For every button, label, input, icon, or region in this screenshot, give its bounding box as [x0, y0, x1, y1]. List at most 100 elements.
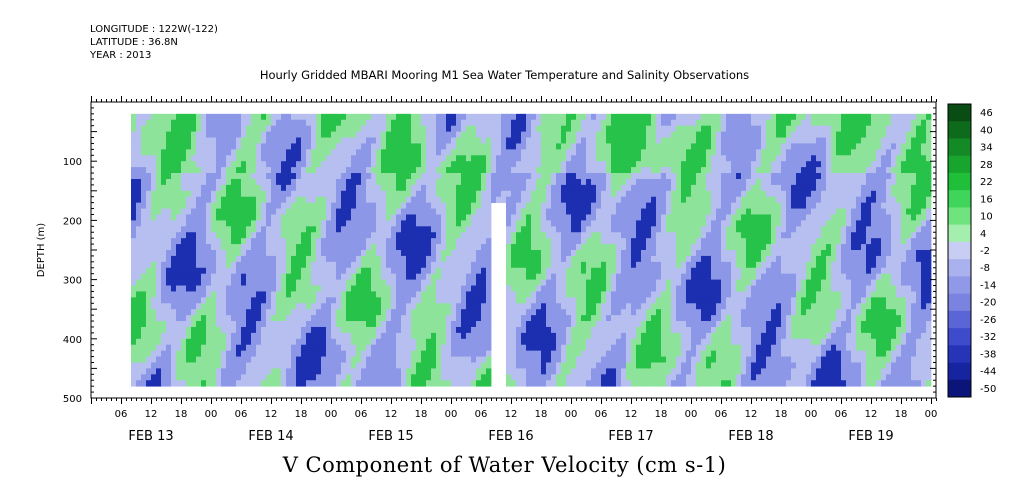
heatmap-cell: [266, 184, 272, 192]
heatmap-cell: [506, 267, 512, 275]
heatmap-cell: [466, 220, 472, 227]
heatmap-cell: [431, 173, 437, 180]
heatmap-cell: [261, 143, 267, 150]
heatmap-cell: [641, 161, 647, 168]
heatmap-cell: [401, 321, 407, 328]
heatmap-cell: [411, 326, 417, 334]
heatmap-cell: [476, 137, 482, 144]
heatmap-cell: [391, 321, 397, 328]
heatmap-cell: [651, 297, 657, 304]
heatmap-cell: [541, 149, 547, 156]
heatmap-cell: [231, 232, 237, 239]
heatmap-cell: [296, 321, 302, 328]
heatmap-cell: [506, 261, 512, 269]
heatmap-cell: [181, 273, 187, 280]
heatmap-cell: [441, 255, 447, 263]
heatmap-cell: [361, 273, 367, 280]
heatmap-cell: [326, 167, 332, 174]
heatmap-cell: [561, 137, 567, 144]
heatmap-cell: [181, 167, 187, 174]
heatmap-cell: [226, 315, 232, 322]
heatmap-cell: [276, 173, 282, 180]
heatmap-cell: [666, 261, 672, 269]
heatmap-cell: [151, 178, 157, 186]
heatmap-cell: [171, 273, 177, 280]
heatmap-cell: [181, 125, 187, 132]
heatmap-cell: [656, 321, 662, 328]
heatmap-cell: [311, 255, 317, 263]
heatmap-cell: [636, 167, 642, 174]
heatmap-cell: [471, 196, 477, 204]
heatmap-cell: [481, 362, 487, 369]
heatmap-cell: [226, 309, 232, 316]
heatmap-cell: [431, 155, 437, 162]
heatmap-cell: [316, 173, 322, 180]
heatmap-cell: [171, 125, 177, 132]
heatmap-cell: [206, 244, 212, 251]
heatmap-cell: [551, 113, 557, 121]
heatmap-cell: [581, 285, 587, 292]
heatmap-cell: [636, 143, 642, 150]
heatmap-cell: [306, 374, 312, 381]
heatmap-cell: [651, 309, 657, 316]
heatmap-cell: [246, 202, 252, 209]
heatmap-cell: [431, 238, 437, 245]
heatmap-cell: [671, 326, 677, 334]
heatmap-cell: [616, 380, 622, 387]
heatmap-cell: [681, 184, 687, 192]
heatmap-cell: [346, 303, 352, 310]
heatmap-cell: [646, 356, 652, 363]
heatmap-cell: [351, 131, 357, 138]
heatmap-cell: [341, 137, 347, 144]
heatmap-cell: [461, 125, 467, 132]
heatmap-cell: [346, 255, 352, 263]
heatmap-cell: [446, 267, 452, 275]
heatmap-cell: [656, 356, 662, 363]
heatmap-cell: [426, 255, 432, 263]
heatmap-cell: [466, 267, 472, 275]
heatmap-cell: [666, 131, 672, 138]
heatmap-cell: [301, 167, 307, 174]
heatmap-cell: [421, 149, 427, 156]
heatmap-cell: [446, 196, 452, 204]
heatmap-cell: [316, 250, 322, 257]
heatmap-cell: [641, 173, 647, 180]
heatmap-cell: [446, 244, 452, 251]
heatmap-cell: [261, 285, 267, 292]
heatmap-cell: [416, 173, 422, 180]
heatmap-cell: [336, 155, 342, 162]
heatmap-cell: [471, 214, 477, 221]
heatmap-cell: [541, 321, 547, 328]
heatmap-cell: [546, 214, 552, 221]
heatmap-cell: [621, 137, 627, 144]
heatmap-cell: [361, 344, 367, 352]
heatmap-cell: [671, 309, 677, 316]
heatmap-cell: [571, 291, 577, 298]
heatmap-cell: [371, 267, 377, 275]
heatmap-cell: [536, 190, 542, 198]
heatmap-cell: [211, 155, 217, 162]
heatmap-cell: [271, 250, 277, 257]
heatmap-cell: [366, 297, 372, 304]
heatmap-cell: [391, 161, 397, 168]
heatmap-cell: [626, 143, 632, 150]
heatmap-cell: [501, 196, 507, 204]
heatmap-cell: [351, 368, 357, 375]
heatmap-cell: [426, 244, 432, 251]
heatmap-cell: [546, 344, 552, 352]
heatmap-cell: [556, 184, 562, 192]
heatmap-cell: [351, 273, 357, 280]
heatmap-cell: [576, 273, 582, 280]
heatmap-cell: [211, 261, 217, 269]
heatmap-cell: [171, 326, 177, 334]
heatmap-cell: [406, 279, 412, 286]
heatmap-cell: [286, 356, 292, 363]
heatmap-cell: [611, 315, 617, 322]
heatmap-cell: [226, 113, 232, 121]
heatmap-cell: [611, 143, 617, 150]
heatmap-cell: [436, 255, 442, 263]
heatmap-cell: [331, 119, 337, 127]
heatmap-cell: [621, 226, 627, 233]
heatmap-cell: [616, 350, 622, 357]
heatmap-cell: [396, 321, 402, 328]
